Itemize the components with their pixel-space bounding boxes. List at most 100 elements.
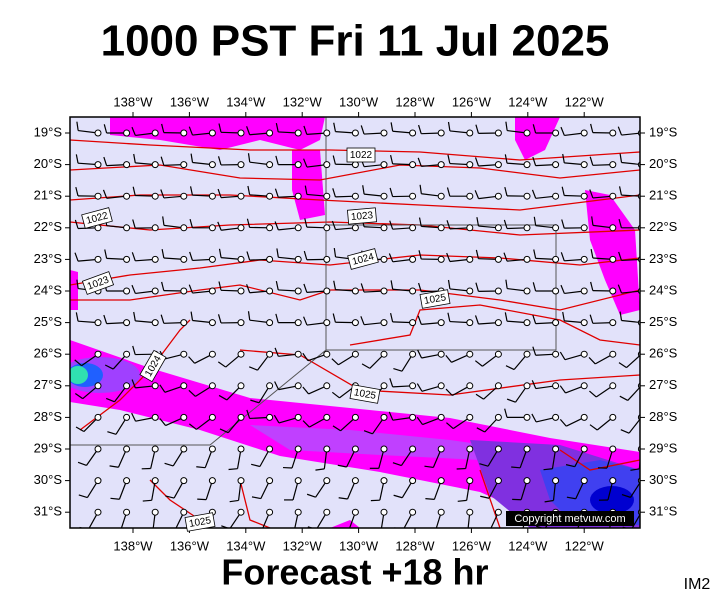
barb-station xyxy=(523,224,531,232)
barb-feather xyxy=(302,352,309,362)
isobar-label: 1022 xyxy=(81,207,113,229)
barb-station xyxy=(94,350,102,358)
barb-station xyxy=(208,445,216,453)
barb-feather xyxy=(247,153,251,163)
barb-feather xyxy=(393,367,403,372)
barb-feather xyxy=(589,390,597,398)
barb-feather xyxy=(447,121,451,132)
barb-feather xyxy=(75,186,79,196)
barb-feather xyxy=(418,124,422,134)
barb-feather xyxy=(218,394,228,401)
barb-station xyxy=(580,255,588,263)
map-title: 1000 PST Fri 11 Jul 2025 xyxy=(101,17,610,66)
isobar-label: 1023 xyxy=(81,271,115,295)
barb-station xyxy=(123,224,131,232)
barb-station xyxy=(294,255,302,263)
barb-station xyxy=(323,255,331,263)
barb-station xyxy=(409,161,417,169)
barb-station xyxy=(552,413,560,421)
barb-feather xyxy=(475,124,479,134)
barb-feather xyxy=(388,411,394,421)
barb-station xyxy=(580,445,588,453)
barb-station xyxy=(237,319,245,327)
barb-feather xyxy=(217,156,222,166)
barb-feather xyxy=(476,217,480,227)
barb-station xyxy=(351,445,359,453)
barb-station xyxy=(380,255,388,263)
barb-station xyxy=(266,445,274,453)
barb-feather xyxy=(446,422,454,430)
barb-station xyxy=(123,192,131,200)
barb-feather xyxy=(302,386,309,395)
barb-feather xyxy=(78,494,88,499)
barb-feather xyxy=(360,125,365,135)
barb-station xyxy=(523,255,531,263)
barb-feather xyxy=(274,221,279,231)
barb-station xyxy=(323,161,331,169)
barb-feather xyxy=(218,281,222,291)
barb-station xyxy=(123,445,131,453)
barb-feather xyxy=(275,155,279,165)
barb-feather xyxy=(503,252,508,262)
barb-feather xyxy=(247,185,251,195)
barb-feather xyxy=(76,121,79,131)
barb-station xyxy=(180,255,188,263)
barb-station xyxy=(266,287,274,295)
barb-feather xyxy=(303,316,308,326)
barb-feather xyxy=(246,409,251,419)
barb-feather xyxy=(504,154,508,164)
barb-feather xyxy=(392,462,402,467)
barb-feather xyxy=(331,358,339,366)
barb-feather xyxy=(275,313,279,323)
barb-feather xyxy=(619,311,623,321)
barb-feather xyxy=(338,497,348,500)
barb-feather xyxy=(589,156,594,166)
barb-station xyxy=(123,508,131,516)
latitude-label: 31°S xyxy=(34,504,63,519)
barb-station xyxy=(151,287,159,295)
barb-station xyxy=(580,192,588,200)
barb-feather xyxy=(337,464,347,468)
barb-feather xyxy=(132,219,136,229)
longitude-label: 128°W xyxy=(395,94,435,109)
barb-station xyxy=(151,192,159,200)
barb-station xyxy=(351,287,359,295)
barb-feather xyxy=(303,125,308,135)
barb-station xyxy=(151,382,159,390)
barb-station xyxy=(409,477,417,485)
isobar-label: 1025 xyxy=(419,289,451,309)
barb-station xyxy=(180,224,188,232)
barb-feather xyxy=(188,356,196,364)
barb-feather xyxy=(619,153,623,163)
barb-station xyxy=(294,224,302,232)
barb-station xyxy=(437,192,445,200)
barb-station xyxy=(409,287,417,295)
barb-station xyxy=(266,350,274,358)
barb-station xyxy=(609,287,617,295)
barb-station xyxy=(294,508,302,516)
barb-station xyxy=(580,224,588,232)
barb-feather xyxy=(246,284,251,293)
barb-station xyxy=(552,382,560,390)
barb-feather xyxy=(618,251,622,261)
barb-station xyxy=(437,382,445,390)
barb-station xyxy=(494,192,502,200)
latitude-label: 19°S xyxy=(34,124,63,139)
barb-feather xyxy=(619,395,629,401)
barb-feather xyxy=(109,465,119,468)
longitude-label: 130°W xyxy=(339,538,379,553)
barb-feather xyxy=(218,123,222,133)
barb-feather xyxy=(445,354,452,363)
barb-feather xyxy=(105,397,115,403)
barb-station xyxy=(323,477,331,485)
barb-feather xyxy=(274,347,279,357)
barb-feather xyxy=(560,284,565,294)
product-code: IM2 xyxy=(684,576,711,593)
barb-feather xyxy=(393,494,403,499)
barb-station xyxy=(151,224,159,232)
barb-feather xyxy=(217,188,222,198)
barb-station xyxy=(94,319,102,327)
barb-station xyxy=(94,477,102,485)
barb-station xyxy=(609,382,617,390)
